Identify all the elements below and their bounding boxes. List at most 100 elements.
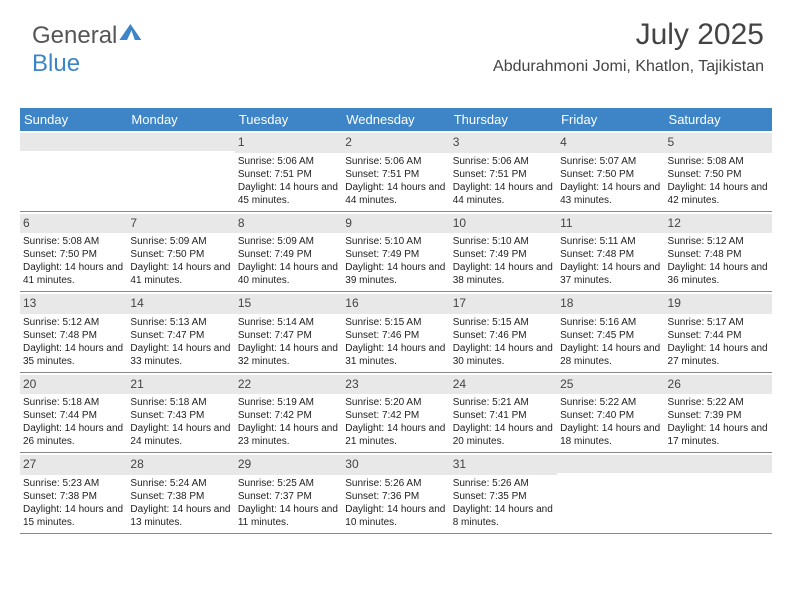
day-number: 21 bbox=[127, 375, 234, 395]
logo: General Blue bbox=[32, 22, 141, 78]
sunrise-line: Sunrise: 5:26 AM bbox=[453, 477, 554, 490]
day-number: 2 bbox=[342, 133, 449, 153]
daylight-line: Daylight: 14 hours and 15 minutes. bbox=[23, 503, 124, 529]
weekday-tue: Tuesday bbox=[235, 108, 342, 131]
day-number: 24 bbox=[450, 375, 557, 395]
sunrise-line: Sunrise: 5:17 AM bbox=[668, 316, 769, 329]
day-number bbox=[557, 455, 664, 473]
sunrise-line: Sunrise: 5:22 AM bbox=[668, 396, 769, 409]
weekday-wed: Wednesday bbox=[342, 108, 449, 131]
sunset-line: Sunset: 7:37 PM bbox=[238, 490, 339, 503]
daylight-line: Daylight: 14 hours and 8 minutes. bbox=[453, 503, 554, 529]
daylight-line: Daylight: 14 hours and 26 minutes. bbox=[23, 422, 124, 448]
day-number: 12 bbox=[665, 214, 772, 234]
sunrise-line: Sunrise: 5:25 AM bbox=[238, 477, 339, 490]
sunrise-line: Sunrise: 5:13 AM bbox=[130, 316, 231, 329]
sunset-line: Sunset: 7:41 PM bbox=[453, 409, 554, 422]
daylight-line: Daylight: 14 hours and 11 minutes. bbox=[238, 503, 339, 529]
day-number: 16 bbox=[342, 294, 449, 314]
sunset-line: Sunset: 7:47 PM bbox=[130, 329, 231, 342]
calendar-row: 27Sunrise: 5:23 AMSunset: 7:38 PMDayligh… bbox=[20, 453, 772, 534]
day-number: 6 bbox=[20, 214, 127, 234]
calendar-day: 19Sunrise: 5:17 AMSunset: 7:44 PMDayligh… bbox=[665, 292, 772, 373]
sunset-line: Sunset: 7:42 PM bbox=[345, 409, 446, 422]
sunset-line: Sunset: 7:43 PM bbox=[130, 409, 231, 422]
calendar-day: 6Sunrise: 5:08 AMSunset: 7:50 PMDaylight… bbox=[20, 212, 127, 293]
calendar: Sunday Monday Tuesday Wednesday Thursday… bbox=[20, 108, 772, 534]
calendar-day: 15Sunrise: 5:14 AMSunset: 7:47 PMDayligh… bbox=[235, 292, 342, 373]
daylight-line: Daylight: 14 hours and 20 minutes. bbox=[453, 422, 554, 448]
daylight-line: Daylight: 14 hours and 27 minutes. bbox=[668, 342, 769, 368]
daylight-line: Daylight: 14 hours and 21 minutes. bbox=[345, 422, 446, 448]
sunrise-line: Sunrise: 5:18 AM bbox=[23, 396, 124, 409]
calendar-day: 14Sunrise: 5:13 AMSunset: 7:47 PMDayligh… bbox=[127, 292, 234, 373]
daylight-line: Daylight: 14 hours and 40 minutes. bbox=[238, 261, 339, 287]
day-number: 15 bbox=[235, 294, 342, 314]
location: Abdurahmoni Jomi, Khatlon, Tajikistan bbox=[493, 58, 764, 76]
sunset-line: Sunset: 7:44 PM bbox=[23, 409, 124, 422]
calendar-empty bbox=[127, 131, 234, 212]
sunset-line: Sunset: 7:48 PM bbox=[23, 329, 124, 342]
day-number: 10 bbox=[450, 214, 557, 234]
header: July 2025 Abdurahmoni Jomi, Khatlon, Taj… bbox=[493, 18, 764, 76]
daylight-line: Daylight: 14 hours and 41 minutes. bbox=[130, 261, 231, 287]
sunset-line: Sunset: 7:38 PM bbox=[23, 490, 124, 503]
day-number: 26 bbox=[665, 375, 772, 395]
daylight-line: Daylight: 14 hours and 45 minutes. bbox=[238, 181, 339, 207]
calendar-row: 1Sunrise: 5:06 AMSunset: 7:51 PMDaylight… bbox=[20, 131, 772, 212]
calendar-day: 11Sunrise: 5:11 AMSunset: 7:48 PMDayligh… bbox=[557, 212, 664, 293]
calendar-empty bbox=[20, 131, 127, 212]
daylight-line: Daylight: 14 hours and 39 minutes. bbox=[345, 261, 446, 287]
daylight-line: Daylight: 14 hours and 35 minutes. bbox=[23, 342, 124, 368]
sunrise-line: Sunrise: 5:22 AM bbox=[560, 396, 661, 409]
daylight-line: Daylight: 14 hours and 10 minutes. bbox=[345, 503, 446, 529]
calendar-day: 21Sunrise: 5:18 AMSunset: 7:43 PMDayligh… bbox=[127, 373, 234, 454]
day-number: 9 bbox=[342, 214, 449, 234]
sunrise-line: Sunrise: 5:09 AM bbox=[130, 235, 231, 248]
sunrise-line: Sunrise: 5:15 AM bbox=[453, 316, 554, 329]
daylight-line: Daylight: 14 hours and 31 minutes. bbox=[345, 342, 446, 368]
calendar-day: 28Sunrise: 5:24 AMSunset: 7:38 PMDayligh… bbox=[127, 453, 234, 534]
calendar-day: 13 Sunrise: 5:12 AMSunset: 7:48 PMDayligh… bbox=[20, 292, 127, 373]
calendar-day: 26Sunrise: 5:22 AMSunset: 7:39 PMDayligh… bbox=[665, 373, 772, 454]
sunset-line: Sunset: 7:46 PM bbox=[453, 329, 554, 342]
sunrise-line: Sunrise: 5:23 AM bbox=[23, 477, 124, 490]
daylight-line: Daylight: 14 hours and 13 minutes. bbox=[130, 503, 231, 529]
calendar-day: 10Sunrise: 5:10 AMSunset: 7:49 PMDayligh… bbox=[450, 212, 557, 293]
day-number: 4 bbox=[557, 133, 664, 153]
day-number: 13 bbox=[20, 294, 127, 314]
sunrise-line: Sunrise: 5:20 AM bbox=[345, 396, 446, 409]
day-number: 14 bbox=[127, 294, 234, 314]
sunrise-line: Sunrise: 5:07 AM bbox=[560, 155, 661, 168]
calendar-day: 30Sunrise: 5:26 AMSunset: 7:36 PMDayligh… bbox=[342, 453, 449, 534]
sunrise-line: Sunrise: 5:08 AM bbox=[23, 235, 124, 248]
day-number bbox=[127, 133, 234, 151]
daylight-line: Daylight: 14 hours and 17 minutes. bbox=[668, 422, 769, 448]
calendar-day: 9Sunrise: 5:10 AMSunset: 7:49 PMDaylight… bbox=[342, 212, 449, 293]
daylight-line: Daylight: 14 hours and 41 minutes. bbox=[23, 261, 124, 287]
calendar-day: 20Sunrise: 5:18 AMSunset: 7:44 PMDayligh… bbox=[20, 373, 127, 454]
sunrise-line: Sunrise: 5:12 AM bbox=[23, 316, 124, 329]
daylight-line: Daylight: 14 hours and 42 minutes. bbox=[668, 181, 769, 207]
calendar-day: 16Sunrise: 5:15 AMSunset: 7:46 PMDayligh… bbox=[342, 292, 449, 373]
day-number: 27 bbox=[20, 455, 127, 475]
sunrise-line: Sunrise: 5:21 AM bbox=[453, 396, 554, 409]
calendar-day: 23Sunrise: 5:20 AMSunset: 7:42 PMDayligh… bbox=[342, 373, 449, 454]
calendar-day: 27 Sunrise: 5:23 AMSunset: 7:38 PMDayligh… bbox=[20, 453, 127, 534]
sunrise-line: Sunrise: 5:26 AM bbox=[345, 477, 446, 490]
sunrise-line: Sunrise: 5:12 AM bbox=[668, 235, 769, 248]
weekday-mon: Monday bbox=[127, 108, 234, 131]
sunset-line: Sunset: 7:38 PM bbox=[130, 490, 231, 503]
day-number: 7 bbox=[127, 214, 234, 234]
day-number: 25 bbox=[557, 375, 664, 395]
daylight-line: Daylight: 14 hours and 23 minutes. bbox=[238, 422, 339, 448]
sunset-line: Sunset: 7:50 PM bbox=[560, 168, 661, 181]
day-number: 17 bbox=[450, 294, 557, 314]
weekday-sat: Saturday bbox=[665, 108, 772, 131]
daylight-line: Daylight: 14 hours and 24 minutes. bbox=[130, 422, 231, 448]
sunset-line: Sunset: 7:50 PM bbox=[130, 248, 231, 261]
calendar-day: 12Sunrise: 5:12 AMSunset: 7:48 PMDayligh… bbox=[665, 212, 772, 293]
daylight-line: Daylight: 14 hours and 32 minutes. bbox=[238, 342, 339, 368]
day-number: 3 bbox=[450, 133, 557, 153]
sunset-line: Sunset: 7:49 PM bbox=[453, 248, 554, 261]
